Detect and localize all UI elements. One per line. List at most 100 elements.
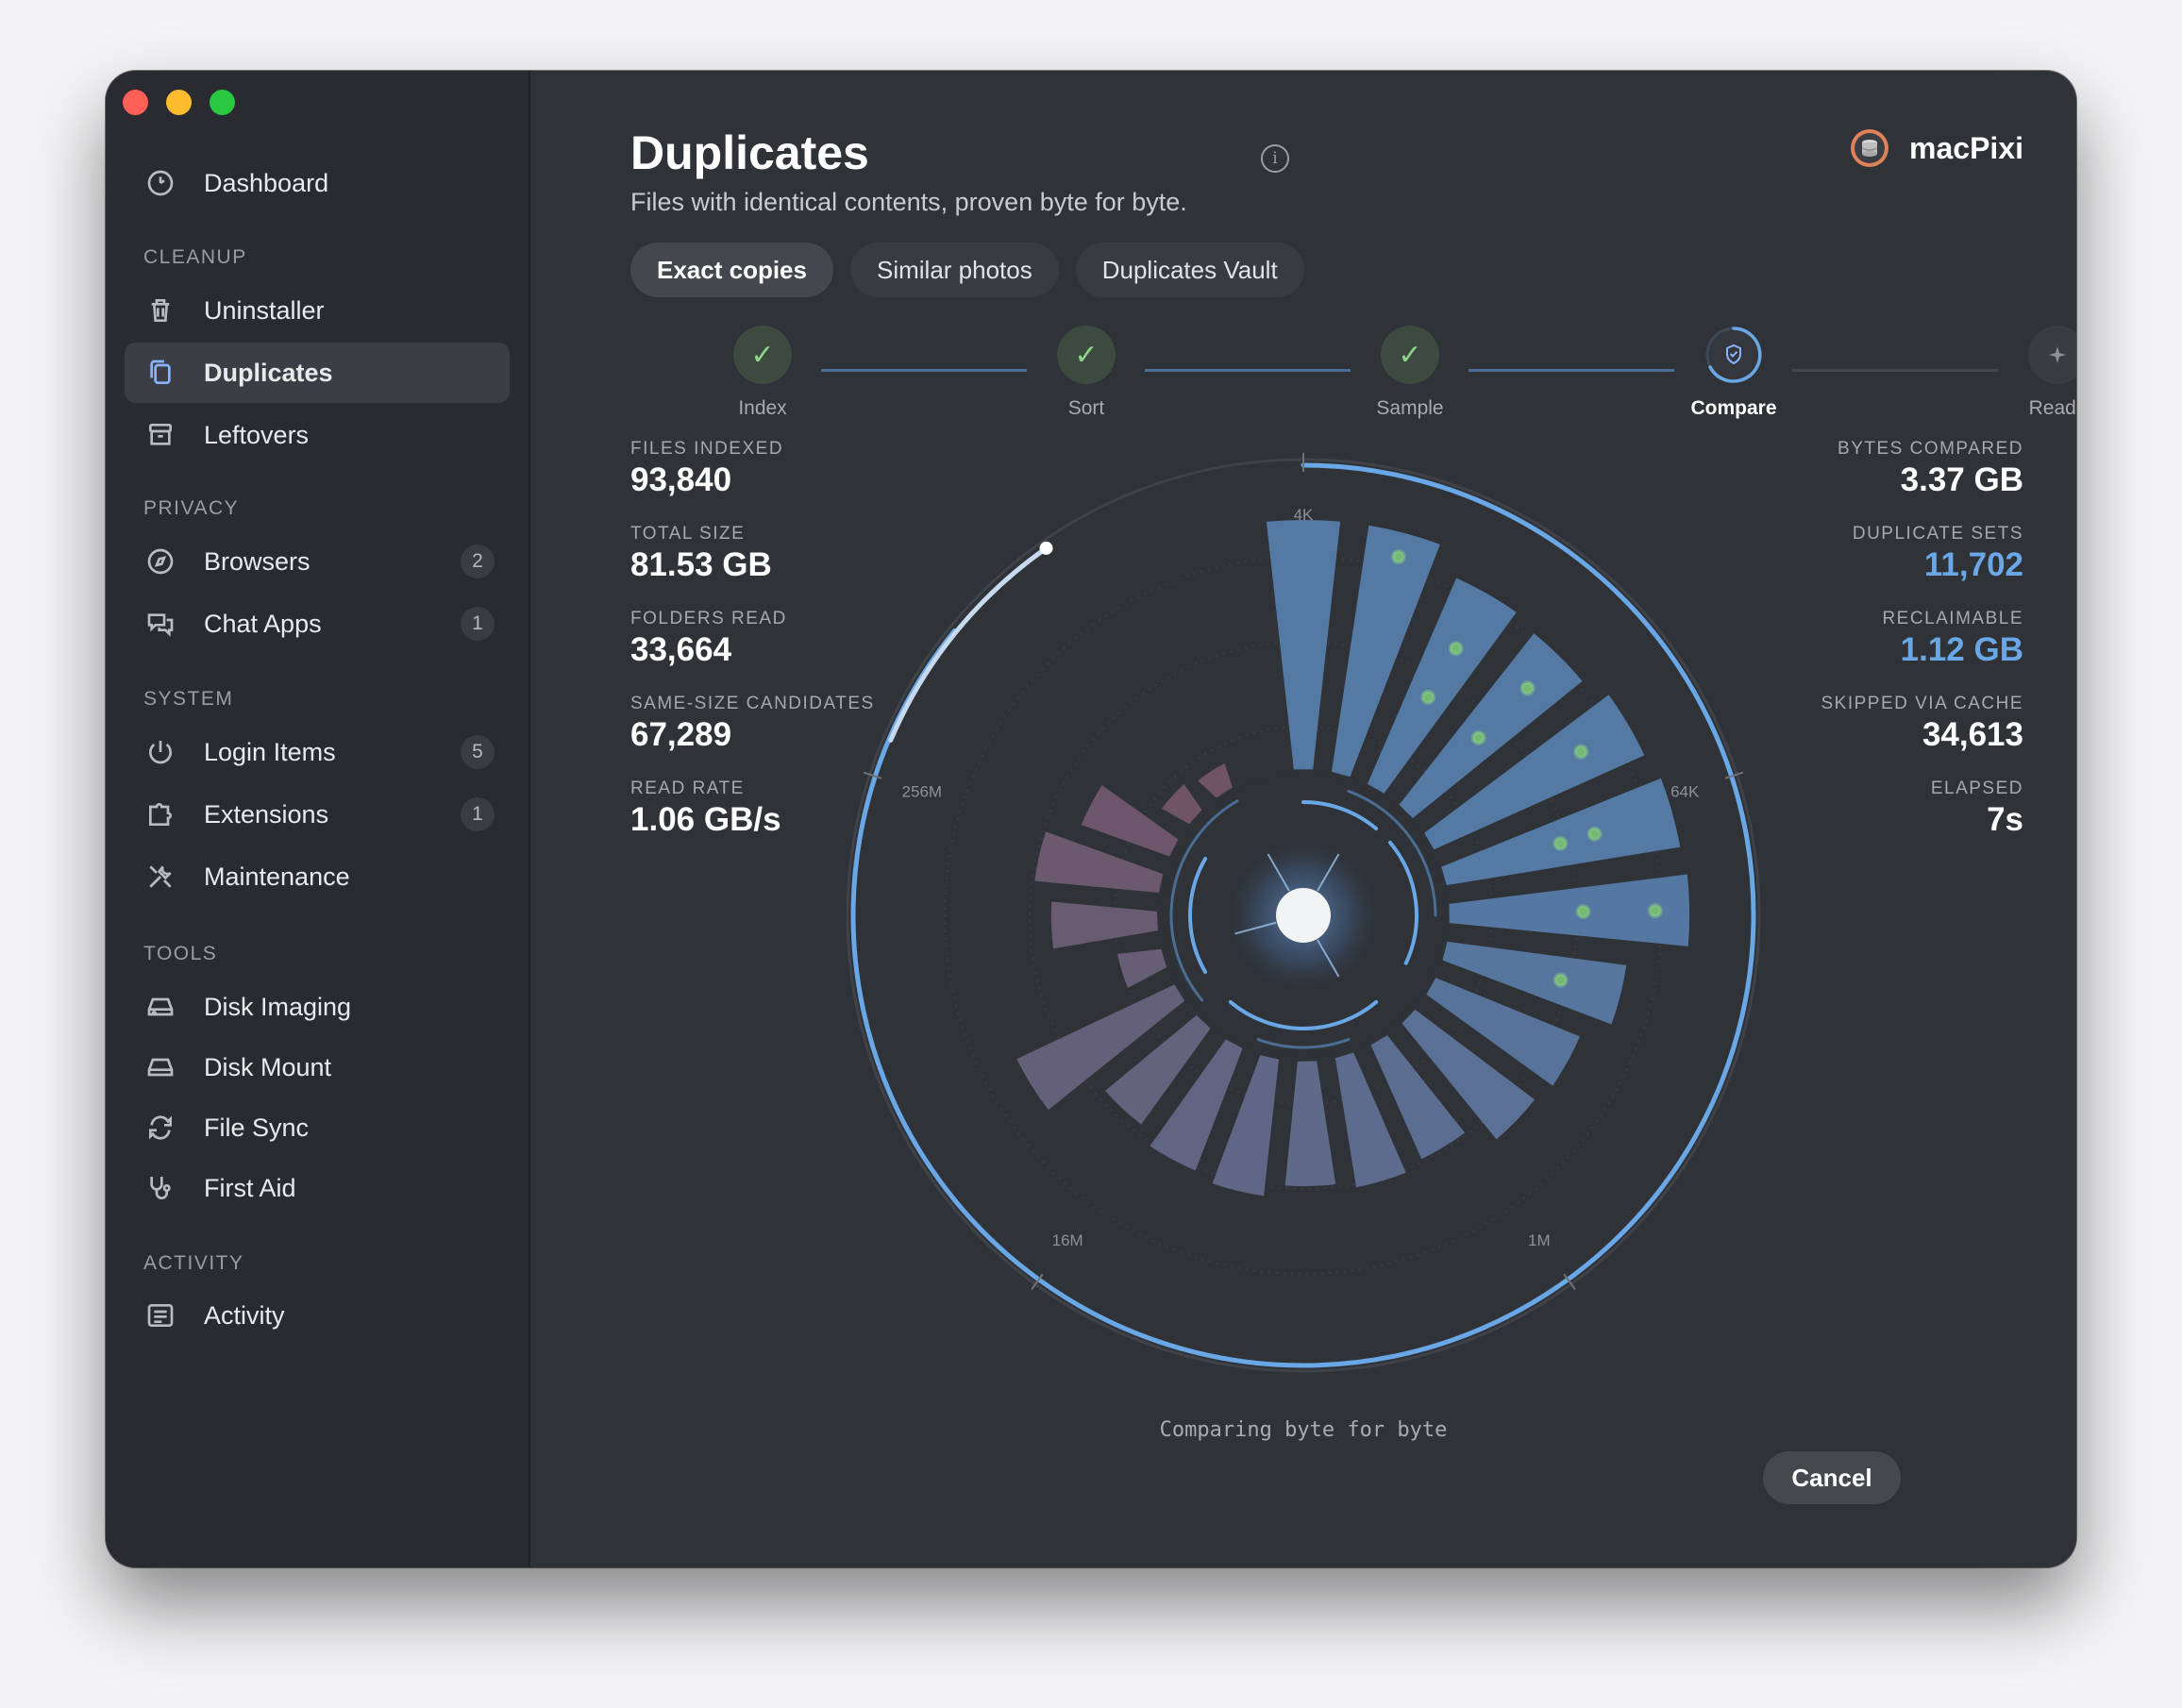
step-connector (1792, 369, 1998, 372)
sidebar-item-label: Chat Apps (204, 609, 322, 638)
check-icon: ✓ (733, 326, 792, 384)
stethoscope-icon (143, 1171, 177, 1205)
sidebar-item-disk-mount[interactable]: Disk Mount (125, 1037, 510, 1097)
sidebar-item-label: Disk Mount (204, 1052, 332, 1081)
count-badge: 2 (461, 544, 495, 578)
minimize-window-button[interactable] (166, 90, 192, 115)
sidebar-item-label: File Sync (204, 1113, 310, 1142)
step-index: ✓ Index (706, 326, 819, 420)
stat-total-size: TOTAL SIZE 81.53 GB (630, 524, 772, 584)
stat-label: READ RATE (630, 779, 745, 798)
step-sort: ✓ Sort (1030, 326, 1143, 420)
wrench-icon (143, 860, 177, 894)
sidebar-item-label: Browsers (204, 546, 311, 576)
power-icon (143, 735, 177, 769)
step-label: Sort (1067, 397, 1105, 419)
gauge-icon (143, 166, 177, 200)
sidebar-item-duplicates[interactable]: Duplicates (125, 343, 510, 403)
sidebar-item-browsers[interactable]: Browsers 2 (125, 531, 510, 592)
tab-bar: Exact copies Similar photos Duplicates V… (630, 243, 1321, 297)
page-title: Duplicates (630, 126, 869, 179)
brand-name: macPixi (1909, 130, 2023, 165)
stat-value: 3.37 GB (1900, 461, 2023, 498)
app-logo-icon (1851, 129, 1889, 167)
stat-label: DUPLICATE SETS (1852, 524, 2023, 544)
tab-exact-copies[interactable]: Exact copies (630, 243, 833, 297)
step-connector (1469, 369, 1674, 372)
stat-value: 11,702 (1923, 546, 2023, 583)
sidebar-item-label: Uninstaller (204, 295, 325, 325)
stat-files-indexed: FILES INDEXED 93,840 (630, 439, 783, 499)
sidebar: Dashboard CLEANUP Uninstaller Duplicates… (106, 71, 530, 1567)
sidebar-item-uninstaller[interactable]: Uninstaller (125, 280, 510, 341)
stat-label: FILES INDEXED (630, 439, 784, 459)
puzzle-icon (143, 797, 177, 831)
sidebar-item-label: Dashboard (204, 168, 329, 197)
stat-label: FOLDERS READ (630, 609, 787, 628)
stat-value: 34,613 (1922, 716, 2023, 753)
step-label: Compare (1690, 397, 1777, 419)
sidebar-item-chat-apps[interactable]: Chat Apps 1 (125, 594, 510, 654)
sidebar-item-file-sync[interactable]: File Sync (125, 1097, 510, 1158)
brand: macPixi (1849, 127, 2023, 169)
sidebar-item-activity[interactable]: Activity (125, 1285, 510, 1346)
stat-label: SKIPPED VIA CACHE (1821, 694, 2023, 713)
stat-value: 67,289 (630, 716, 732, 753)
step-connector (821, 369, 1027, 372)
archive-icon (143, 418, 177, 452)
sidebar-item-dashboard[interactable]: Dashboard (125, 153, 510, 213)
section-privacy: PRIVACY (143, 497, 240, 519)
stat-value: 93,840 (630, 461, 732, 498)
section-tools: TOOLS (143, 943, 218, 964)
sidebar-item-leftovers[interactable]: Leftovers (125, 405, 510, 465)
tab-duplicates-vault[interactable]: Duplicates Vault (1075, 243, 1304, 297)
stat-reclaimable: RECLAIMABLE 1.12 GB (1882, 609, 2023, 669)
stat-value: 7s (1987, 801, 2023, 838)
sidebar-item-label: Activity (204, 1300, 285, 1330)
step-label: Sample (1376, 397, 1444, 419)
stat-value: 81.53 GB (630, 546, 772, 583)
step-compare: Compare (1677, 326, 1790, 420)
stat-label: ELAPSED (1930, 779, 2023, 798)
disk-icon (143, 990, 177, 1024)
stat-read-rate: READ RATE 1.06 GB/s (630, 779, 781, 839)
sidebar-item-label: Disk Imaging (204, 992, 352, 1021)
stat-value: 1.06 GB/s (630, 801, 781, 838)
step-connector (1145, 369, 1351, 372)
sync-icon (143, 1111, 177, 1145)
sidebar-item-label: Maintenance (204, 862, 350, 891)
step-ready: Ready (2001, 326, 2076, 420)
stat-label: BYTES COMPARED (1838, 439, 2023, 459)
sidebar-item-maintenance[interactable]: Maintenance (125, 846, 510, 907)
section-system: SYSTEM (143, 688, 234, 710)
section-activity: ACTIVITY (143, 1252, 244, 1274)
stat-folders-read: FOLDERS READ 33,664 (630, 609, 787, 669)
main-content: Duplicates i Files with identical conten… (530, 71, 2076, 1567)
stat-label: TOTAL SIZE (630, 524, 746, 544)
sidebar-item-disk-imaging[interactable]: Disk Imaging (125, 977, 510, 1037)
close-window-button[interactable] (123, 90, 148, 115)
trash-icon (143, 293, 177, 327)
sidebar-item-login-items[interactable]: Login Items 5 (125, 722, 510, 782)
sidebar-item-label: First Aid (204, 1173, 296, 1202)
shield-progress-icon (1704, 326, 1763, 384)
chat-bubbles-icon (143, 607, 177, 641)
stat-value: 33,664 (630, 631, 732, 668)
cancel-button[interactable]: Cancel (1763, 1451, 1901, 1504)
tab-similar-photos[interactable]: Similar photos (849, 243, 1059, 297)
stat-skipped-via-cache: SKIPPED VIA CACHE 34,613 (1821, 694, 2023, 754)
check-icon: ✓ (1381, 326, 1439, 384)
copy-icon (143, 356, 177, 390)
list-icon (143, 1298, 177, 1332)
info-icon[interactable]: i (1261, 144, 1289, 173)
sidebar-item-label: Extensions (204, 799, 329, 829)
sidebar-item-extensions[interactable]: Extensions 1 (125, 784, 510, 845)
zoom-window-button[interactable] (210, 90, 235, 115)
count-badge: 5 (461, 735, 495, 769)
stat-bytes-compared: BYTES COMPARED 3.37 GB (1838, 439, 2023, 499)
drive-icon (143, 1050, 177, 1084)
sidebar-item-label: Leftovers (204, 420, 310, 449)
status-text: Comparing byte for byte (1159, 1418, 1448, 1442)
sidebar-item-first-aid[interactable]: First Aid (125, 1158, 510, 1218)
app-window: Dashboard CLEANUP Uninstaller Duplicates… (106, 71, 2076, 1567)
